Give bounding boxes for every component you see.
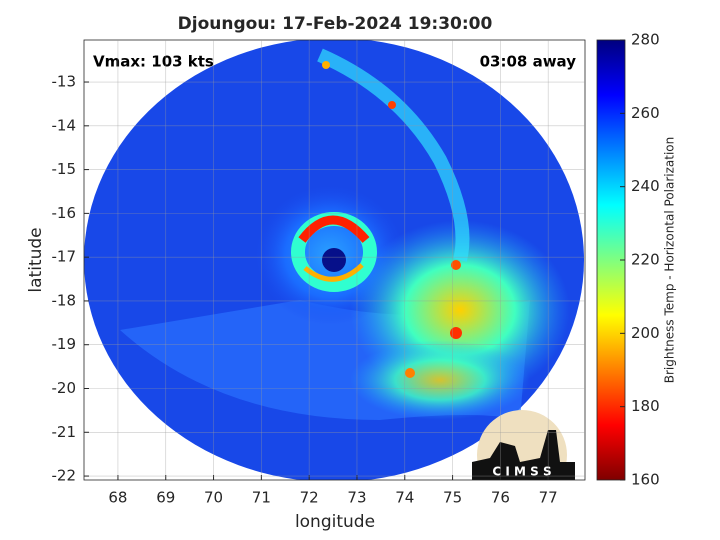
y-tick-label: -17 (52, 248, 77, 266)
x-tick-label: 69 (156, 489, 175, 507)
x-tick-label: 72 (300, 489, 319, 507)
colorbar-tick-label: 220 (631, 251, 660, 269)
logo-text: C I M S S (492, 465, 551, 479)
logo-silhouette (472, 430, 575, 480)
cell (405, 368, 415, 378)
colorbar-tick-label: 200 (631, 324, 660, 342)
colorbar-label: Brightness Temp - Horizontal Polarizatio… (663, 137, 677, 384)
plot-frame (83, 39, 586, 481)
cell (450, 327, 462, 339)
y-tick-label: -19 (52, 335, 77, 353)
x-tick-label: 74 (395, 489, 414, 507)
y-tick-label: -20 (52, 379, 77, 397)
y-tick-label: -21 (52, 423, 77, 441)
x-tick-label: 73 (347, 489, 366, 507)
colorbar-tick-label: 240 (631, 177, 660, 195)
y-tick-label: -18 (52, 291, 77, 309)
cell (322, 61, 330, 69)
x-tick-label: 77 (539, 489, 558, 507)
colorbar-tick-label: 160 (631, 471, 660, 489)
image-field: C I M S S (84, 40, 584, 480)
y-tick-label: -16 (52, 204, 77, 222)
x-tick-label: 70 (204, 489, 223, 507)
y-tick-label: -22 (52, 467, 77, 485)
eyewall (298, 215, 370, 244)
colorbar-tick-label: 180 (631, 397, 660, 415)
y-tick-label: -15 (52, 160, 77, 178)
colorbar-tick-label: 260 (631, 104, 660, 122)
cell (388, 101, 396, 109)
eye (322, 248, 346, 272)
rainband (317, 48, 470, 262)
y-tick-label: -13 (52, 73, 77, 91)
x-axis-label: longitude (295, 512, 375, 532)
y-tick-label: -14 (52, 116, 77, 134)
rainband (350, 340, 530, 420)
annotation: 03:08 away (480, 53, 577, 71)
chart-title: Djoungou: 17-Feb-2024 19:30:00 (178, 14, 493, 34)
x-tick-label: 71 (252, 489, 271, 507)
x-tick-label: 68 (108, 489, 127, 507)
y-axis-label: latitude (26, 227, 46, 292)
colorbar-tick-label: 280 (631, 31, 660, 49)
x-tick-label: 76 (491, 489, 510, 507)
x-tick-label: 75 (443, 489, 462, 507)
cell (451, 260, 461, 270)
annotation: Vmax: 103 kts (93, 53, 214, 71)
